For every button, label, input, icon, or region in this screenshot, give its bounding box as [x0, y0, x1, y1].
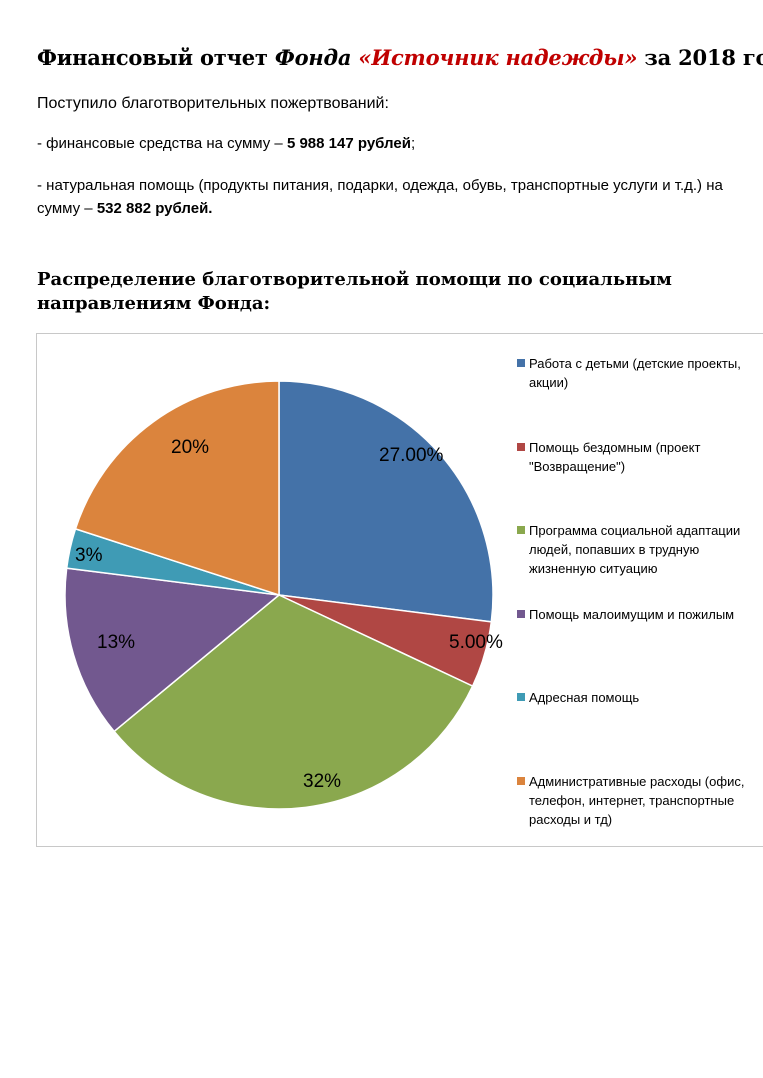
legend-label: Административные расходы (офис, телефон,…	[529, 773, 745, 827]
legend-swatch	[517, 693, 525, 701]
donations-heading: Поступило благотворительных пожертвовани…	[37, 95, 389, 112]
slice-label: 3%	[75, 545, 103, 566]
financial-amount: 5 988 147 рублей	[286, 135, 411, 152]
pie-slice	[74, 380, 280, 597]
title-year: за 2018 год	[644, 45, 763, 70]
legend-swatch	[517, 609, 525, 618]
page-title: Финансовый отчет Фонда «Источник надежды…	[37, 45, 763, 70]
financial-suffix: ;	[410, 135, 416, 152]
financial-prefix: - финансовые средства на сумму –	[37, 135, 287, 152]
title-text: Финансовый отчет	[37, 45, 275, 70]
pie-slice	[113, 594, 474, 810]
natural-prefix: - натуральная помощь (продукты питания, …	[37, 177, 723, 217]
title-fund-name: «Источник надежды»	[358, 45, 638, 70]
pie-chart-canvas: 27.00% 5.00% 32% 13% 3% 20%	[64, 380, 503, 810]
pie-slice	[278, 380, 494, 623]
financial-line: - финансовые средства на сумму – 5 988 1…	[37, 135, 415, 152]
slice-label: 32%	[303, 771, 341, 792]
legend-label: Помощь малоимущим и пожилым	[529, 606, 735, 622]
legend-label: Работа с детьми (детские проекты, акции)	[529, 356, 741, 390]
natural-amount: 532 882 рублей.	[96, 200, 213, 217]
slice-label: 27.00%	[379, 445, 444, 466]
legend-swatch	[517, 776, 525, 785]
pie-slice	[64, 567, 281, 733]
legend-label: Программа социальной адаптации людей, по…	[529, 523, 741, 576]
legend-swatch	[517, 442, 525, 451]
natural-line: - натуральная помощь (продукты питания, …	[37, 174, 737, 220]
slice-label: 20%	[171, 437, 209, 458]
legend-label: Помощь бездомным (проект "Возвращение")	[529, 439, 701, 474]
section-title: Распределение благотворительной помощи п…	[37, 269, 672, 314]
title-fund-word: Фонда	[274, 45, 359, 70]
legend-label: Адресная помощь	[529, 690, 640, 705]
slice-label: 13%	[97, 632, 135, 653]
slice-label: 5.00%	[449, 632, 503, 653]
legend-swatch	[517, 359, 525, 367]
legend-swatch	[517, 526, 525, 534]
pie-chart: 27.00% 5.00% 32% 13% 3% 20% Работа с детьми (…	[36, 333, 763, 847]
